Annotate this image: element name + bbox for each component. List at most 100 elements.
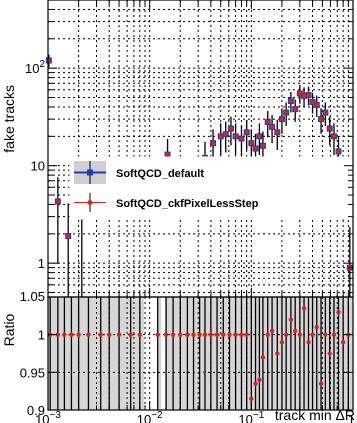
ratio-xtick-label-3: 1 — [348, 412, 355, 423]
ratio-marker-37 — [297, 332, 303, 337]
legend: SoftQCD_default SoftQCD_ckfPixelLessStep — [69, 156, 355, 220]
marker-ckf-16 — [257, 134, 262, 139]
main-grid — [48, 0, 353, 297]
ratio-marker-6 — [98, 332, 103, 337]
ratio-marker-47 — [340, 340, 346, 345]
ratio-xtick-label-1: 10−2 — [137, 410, 163, 423]
ratio-marker-27 — [253, 381, 258, 386]
ratio-marker-1 — [55, 332, 61, 337]
ratio-marker-17 — [197, 332, 202, 337]
ratio-marker-25 — [244, 332, 249, 337]
marker-ckf-8 — [218, 134, 223, 139]
marker-ckf-28 — [310, 99, 315, 105]
ratio-ytick-label-0: 0.9 — [27, 403, 45, 418]
ratio-marker-8 — [116, 332, 122, 337]
marker-ckf-17 — [260, 143, 266, 148]
ratio-marker-16 — [191, 332, 196, 337]
ratio-band-gap-1 — [161, 297, 166, 410]
ratio-xtick-label-2: 10−1 — [238, 410, 264, 423]
ratio-markers — [47, 306, 351, 401]
ratio-ytick-label-3: 1.05 — [20, 289, 45, 304]
ratio-marker-44 — [327, 351, 332, 356]
ratio-marker-24 — [239, 332, 244, 337]
ratio-marker-39 — [306, 340, 311, 345]
marker-ckf-21 — [279, 116, 285, 122]
marker-ckf-9 — [223, 132, 228, 137]
marker-ckf-2 — [65, 233, 71, 239]
ratio-marker-12 — [163, 332, 169, 337]
ratio-marker-14 — [178, 332, 183, 337]
marker-ckf-24 — [292, 106, 298, 112]
marker-ckf-12 — [239, 136, 244, 141]
ratio-marker-11 — [155, 332, 160, 337]
ratio-marker-18 — [202, 332, 208, 337]
marker-ckf-34 — [336, 149, 341, 154]
ratio-marker-36 — [292, 328, 298, 334]
ratio-marker-26 — [249, 396, 254, 401]
marker-ckf-15 — [253, 146, 258, 151]
ratio-marker-4 — [76, 332, 81, 337]
marker-ckf-23 — [288, 98, 294, 104]
marker-ckf-13 — [244, 130, 249, 135]
main-ytick-label-2: 102 — [25, 59, 45, 76]
legend-label-2: SoftQCD_ckfPixelLessStep — [116, 198, 259, 210]
ratio-error-bands — [48, 297, 353, 410]
marker-ckf-14 — [249, 140, 254, 146]
marker-ckf-0 — [46, 58, 52, 63]
ratio-band-fill — [48, 297, 353, 410]
main-ytick-label-1: 10 — [31, 159, 45, 174]
marker-ckf-19 — [269, 124, 275, 130]
ratio-marker-43 — [323, 332, 328, 337]
marker-ckf-30 — [318, 116, 324, 122]
marker-ckf-26 — [301, 93, 307, 99]
ratio-marker-5 — [86, 332, 91, 337]
marker-ckf-25 — [297, 91, 303, 96]
marker-ckf-27 — [306, 92, 311, 98]
main-ytick-label-0: 1 — [38, 256, 45, 271]
legend-label-1: SoftQCD_default — [116, 168, 204, 180]
ratio-marker-10 — [137, 332, 143, 337]
ratio-marker-34 — [283, 332, 289, 337]
marker-ckf-18 — [265, 119, 270, 125]
ratio-xlabel: track min ΔR — [275, 407, 355, 423]
ratio-marker-22 — [227, 332, 232, 337]
marker-ckf-31 — [323, 110, 328, 115]
marker-ckf-5 — [165, 152, 170, 157]
ratio-error-bars — [49, 297, 349, 410]
marker-ckf-10 — [228, 126, 234, 131]
ratio-ticks: 10−3 10−2 10−1 1 0.9 0.95 1 1.05 — [20, 289, 355, 423]
marker-ckf-29 — [314, 102, 319, 108]
ratio-marker-42 — [318, 381, 324, 386]
ratio-frame — [47, 296, 354, 411]
ratio-marker-45 — [331, 332, 337, 337]
ratio-xtick-label-0: 10−3 — [35, 410, 61, 423]
ratio-marker-28 — [257, 377, 262, 383]
main-ticks: 1 10 102 — [25, 0, 354, 297]
ratio-band-gap-0 — [144, 297, 157, 410]
ratio-marker-30 — [265, 332, 270, 337]
ratio-marker-15 — [185, 332, 190, 337]
ratio-marker-9 — [128, 332, 133, 337]
ratio-marker-40 — [310, 332, 315, 337]
ratio-marker-38 — [301, 306, 307, 311]
marker-ckf-7 — [210, 140, 216, 146]
ratio-marker-41 — [314, 324, 319, 330]
ratio-marker-35 — [288, 317, 294, 322]
ratio-marker-46 — [336, 309, 341, 315]
marker-ckf-22 — [283, 110, 289, 115]
ratio-marker-20 — [214, 332, 220, 337]
ratio-marker-33 — [279, 340, 285, 345]
legend-marker-circle — [87, 200, 93, 205]
ratio-ytick-label-2: 1 — [38, 328, 45, 343]
ratio-marker-31 — [269, 328, 275, 334]
ratio-marker-3 — [69, 332, 74, 337]
ratio-ytick-label-1: 0.95 — [20, 365, 45, 380]
ratio-marker-7 — [107, 332, 112, 337]
marker-ckf-11 — [233, 134, 238, 139]
legend-box — [69, 156, 355, 220]
ratio-ylabel: Ratio — [1, 313, 17, 346]
main-frame — [47, 0, 354, 298]
ratio-marker-2 — [62, 332, 67, 337]
ratio-marker-32 — [275, 351, 280, 356]
